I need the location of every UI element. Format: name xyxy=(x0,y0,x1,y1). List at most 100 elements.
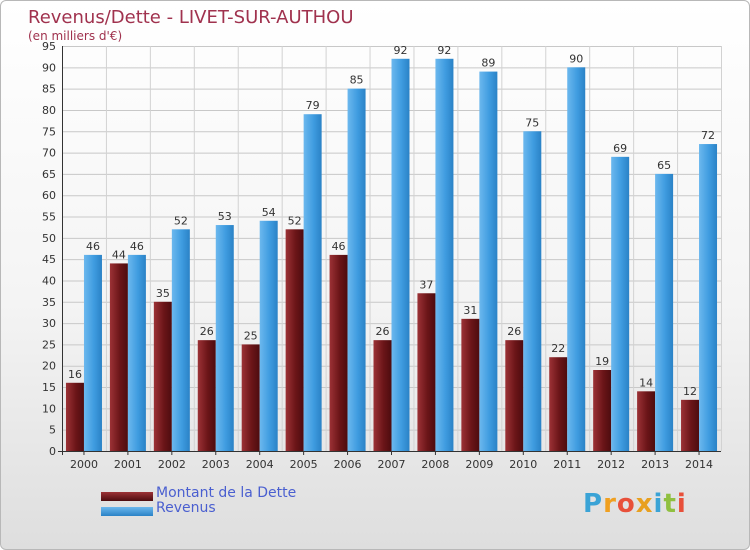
x-tick-label: 2004 xyxy=(246,458,274,471)
debt-value-label: 52 xyxy=(288,214,302,227)
revenus-value-label: 53 xyxy=(218,210,232,223)
x-tick-label: 2013 xyxy=(641,458,669,471)
logo-letter: x xyxy=(635,489,654,519)
y-tick-label: 45 xyxy=(42,253,56,266)
y-tick-label: 20 xyxy=(42,360,56,373)
debt-value-label: 44 xyxy=(112,248,126,261)
revenus-bar xyxy=(83,254,102,451)
revenus-bar xyxy=(259,220,278,451)
revenus-bar xyxy=(611,156,630,451)
debt-bar xyxy=(593,370,612,451)
revenus-value-label: 89 xyxy=(481,57,495,70)
revenus-bar xyxy=(347,88,366,451)
debt-bar xyxy=(65,382,84,451)
proxiti-logo: Proxiti xyxy=(583,489,687,519)
y-tick-label: 40 xyxy=(42,274,56,287)
debt-value-label: 25 xyxy=(244,329,258,342)
revenus-value-label: 92 xyxy=(394,44,408,57)
revenus-value-label: 85 xyxy=(350,74,364,87)
revenus-bar xyxy=(215,225,234,451)
debt-value-label: 37 xyxy=(419,278,433,291)
legend-swatch-revenus xyxy=(101,507,153,516)
revenus-bar xyxy=(655,173,674,452)
debt-bar xyxy=(197,340,216,451)
debt-value-label: 16 xyxy=(68,368,82,381)
x-tick-label: 2000 xyxy=(70,458,98,471)
y-tick-label: 90 xyxy=(42,61,56,74)
revenus-bar xyxy=(127,254,146,451)
logo-letter: P xyxy=(583,489,604,519)
x-tick-label: 2008 xyxy=(421,458,449,471)
revenus-bar xyxy=(699,144,718,452)
y-tick-label: 0 xyxy=(49,445,56,458)
chart-subtitle: (en milliers d'€) xyxy=(28,29,123,43)
revenus-bar xyxy=(523,131,542,451)
x-tick-label: 2006 xyxy=(334,458,362,471)
x-tick-label: 2002 xyxy=(158,458,186,471)
debt-value-label: 26 xyxy=(200,325,214,338)
revenus-value-label: 72 xyxy=(701,129,715,142)
debt-value-label: 26 xyxy=(507,325,521,338)
debt-bar xyxy=(505,340,524,451)
debt-value-label: 46 xyxy=(332,240,346,253)
debt-bar xyxy=(461,318,480,451)
x-tick-label: 2005 xyxy=(290,458,318,471)
y-tick-label: 85 xyxy=(42,83,56,96)
logo-letter: r xyxy=(603,489,617,519)
legend-swatch-debt xyxy=(101,492,153,501)
debt-bar xyxy=(681,399,700,451)
debt-bar xyxy=(329,254,348,451)
debt-bar xyxy=(109,263,128,451)
logo-letter: i xyxy=(653,489,664,519)
revenus-bar xyxy=(435,58,454,451)
x-tick-label: 2014 xyxy=(685,458,713,471)
revenus-value-label: 75 xyxy=(525,116,539,129)
chart-title: Revenus/Dette - LIVET-SUR-AUTHOU xyxy=(28,7,354,28)
revenus-bar xyxy=(479,71,498,451)
y-tick-label: 15 xyxy=(42,381,56,394)
debt-bar xyxy=(373,340,392,451)
legend-label-debt: Montant de la Dette xyxy=(156,485,297,501)
revenus-bar xyxy=(303,114,322,452)
x-tick-label: 2010 xyxy=(509,458,537,471)
debt-bar xyxy=(637,391,656,451)
debt-bar xyxy=(241,344,260,451)
revenus-bar xyxy=(567,67,586,451)
y-tick-label: 70 xyxy=(42,147,56,160)
revenus-value-label: 92 xyxy=(437,44,451,57)
legend-label-revenus: Revenus xyxy=(156,500,216,516)
y-tick-label: 95 xyxy=(42,40,56,53)
x-tick-label: 2009 xyxy=(465,458,493,471)
debt-bar xyxy=(549,357,568,451)
x-tick-label: 2007 xyxy=(378,458,406,471)
logo-letter: i xyxy=(676,489,687,519)
y-tick-label: 65 xyxy=(42,168,56,181)
x-tick-label: 2012 xyxy=(597,458,625,471)
debt-bar xyxy=(417,293,436,451)
debt-bar xyxy=(153,301,172,451)
debt-value-label: 19 xyxy=(595,355,609,368)
y-tick-label: 10 xyxy=(42,402,56,415)
y-tick-label: 80 xyxy=(42,104,56,117)
revenus-value-label: 52 xyxy=(174,214,188,227)
revenus-value-label: 69 xyxy=(613,142,627,155)
y-tick-label: 50 xyxy=(42,232,56,245)
y-tick-label: 60 xyxy=(42,189,56,202)
revenus-value-label: 79 xyxy=(306,99,320,112)
x-tick-label: 2001 xyxy=(114,458,142,471)
y-tick-label: 75 xyxy=(42,125,56,138)
y-tick-label: 35 xyxy=(42,296,56,309)
debt-bar xyxy=(285,229,304,451)
debt-value-label: 14 xyxy=(639,376,653,389)
y-tick-label: 5 xyxy=(49,424,56,437)
x-tick-label: 2011 xyxy=(553,458,581,471)
debt-value-label: 12 xyxy=(683,385,697,398)
logo-letter: o xyxy=(616,489,636,519)
y-tick-label: 25 xyxy=(42,338,56,351)
revenus-value-label: 54 xyxy=(262,206,276,219)
revenus-bar xyxy=(391,58,410,451)
revenus-value-label: 46 xyxy=(86,240,100,253)
debt-value-label: 26 xyxy=(376,325,390,338)
debt-value-label: 22 xyxy=(551,342,565,355)
